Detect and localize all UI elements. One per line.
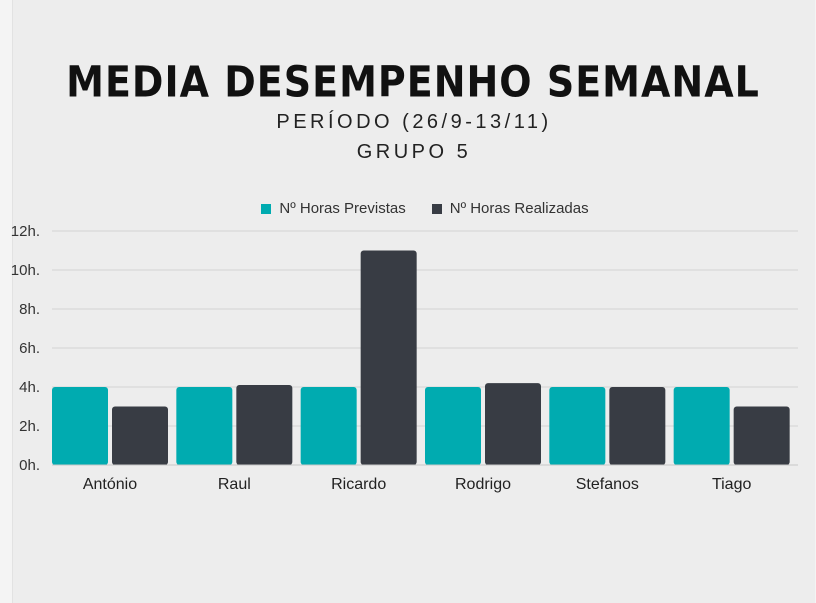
y-tick-label: 6h. xyxy=(19,340,40,357)
chart-subtitle-period: PERÍODO (26/9-13/11) xyxy=(276,111,552,133)
x-category-label: Ricardo xyxy=(331,476,386,493)
bar-previstas xyxy=(176,387,233,465)
legend-swatch-previstas xyxy=(261,203,272,214)
y-tick-label: 8h. xyxy=(19,301,40,318)
bar-realizadas xyxy=(485,383,541,465)
y-tick-label: 2h. xyxy=(19,418,40,435)
bar-previstas xyxy=(300,387,357,465)
y-tick-label: 10h. xyxy=(11,262,40,279)
y-tick-label: 12h. xyxy=(11,223,40,240)
bar-realizadas xyxy=(236,385,293,465)
legend-swatch-realizadas xyxy=(431,203,442,214)
x-category-label: Tiago xyxy=(712,476,752,493)
bar-previstas xyxy=(549,387,606,465)
y-tick-label: 0h. xyxy=(19,457,40,474)
chart-legend: Nº Horas Previstas Nº Horas Realizadas xyxy=(0,200,816,217)
chart-title: MEDIA DESEMPENHO SEMANAL xyxy=(66,57,760,107)
x-category-label: Raul xyxy=(218,476,251,493)
bar-realizadas xyxy=(360,250,417,465)
x-category-label: Rodrigo xyxy=(455,476,511,493)
bar-realizadas xyxy=(609,387,666,465)
bar-realizadas xyxy=(112,406,168,465)
x-category-label: Stefanos xyxy=(576,476,639,493)
legend-item-previstas: Nº Horas Previstas xyxy=(261,200,406,217)
legend-label-realizadas: Nº Horas Realizadas xyxy=(449,200,589,217)
legend-label-previstas: Nº Horas Previstas xyxy=(279,200,406,217)
bar-previstas xyxy=(673,387,730,465)
bar-realizadas xyxy=(733,406,790,465)
chart-subtitle-group: GRUPO 5 xyxy=(356,141,472,163)
x-category-label: António xyxy=(83,476,137,493)
bar-previstas xyxy=(425,387,481,465)
legend-item-realizadas: Nº Horas Realizadas xyxy=(431,200,589,217)
y-tick-label: 4h. xyxy=(19,379,40,396)
bar-previstas xyxy=(52,387,108,465)
